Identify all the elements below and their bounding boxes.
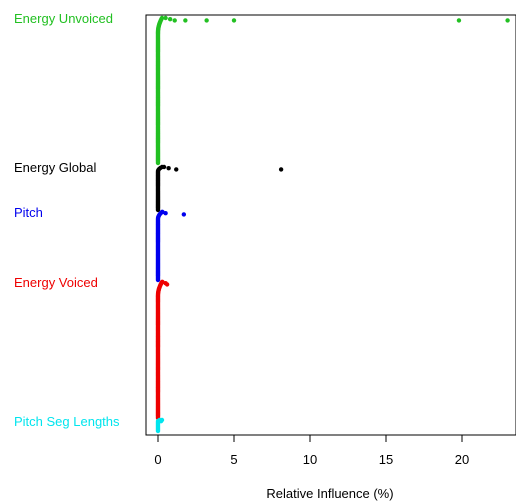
x-tick-label-15: 15 (379, 452, 393, 467)
series-label-pitch: Pitch (14, 205, 43, 220)
point-energy-unvoiced (159, 15, 165, 21)
point-pitch-outlier (181, 212, 187, 217)
point-energy-global-outlier (161, 164, 167, 170)
point-energy-global-outlier (174, 167, 179, 172)
point-energy-unvoiced-outlier (172, 18, 177, 23)
series-label-energy-voiced: Energy Voiced (14, 275, 98, 290)
plot-frame (145, 14, 516, 436)
point-energy-unvoiced-outlier (505, 18, 510, 23)
x-tick-label-5: 5 (230, 452, 237, 467)
point-pitch-outlier (163, 211, 168, 216)
point-pitch-seg-lengths-outlier (158, 419, 164, 424)
point-energy-unvoiced-outlier (204, 18, 209, 23)
point-energy-unvoiced-outlier (456, 18, 462, 23)
point-energy-unvoiced-outlier (167, 17, 173, 22)
point-energy-global-outlier (278, 167, 284, 172)
series-label-pitch-seg-lengths: Pitch Seg Lengths (14, 414, 120, 429)
series-label-energy-unvoiced: Energy Unvoiced (14, 11, 113, 26)
data-points (155, 15, 510, 434)
point-energy-unvoiced-outlier (231, 18, 237, 23)
series-label-energy-global: Energy Global (14, 160, 96, 175)
point-energy-global-outlier (166, 166, 171, 171)
x-axis: 0 5 10 15 20 (154, 434, 469, 467)
point-energy-unvoiced-outlier (183, 18, 188, 23)
point-energy-voiced-outlier (164, 282, 170, 287)
point-energy-unvoiced-outlier (163, 15, 168, 21)
x-tick-label-10: 10 (303, 452, 317, 467)
x-tick-label-20: 20 (455, 452, 469, 467)
x-axis-title: Relative Influence (%) (266, 486, 393, 501)
series-labels: Energy Unvoiced Energy Global Pitch Energy … (14, 11, 120, 429)
x-tick-label-0: 0 (154, 452, 161, 467)
